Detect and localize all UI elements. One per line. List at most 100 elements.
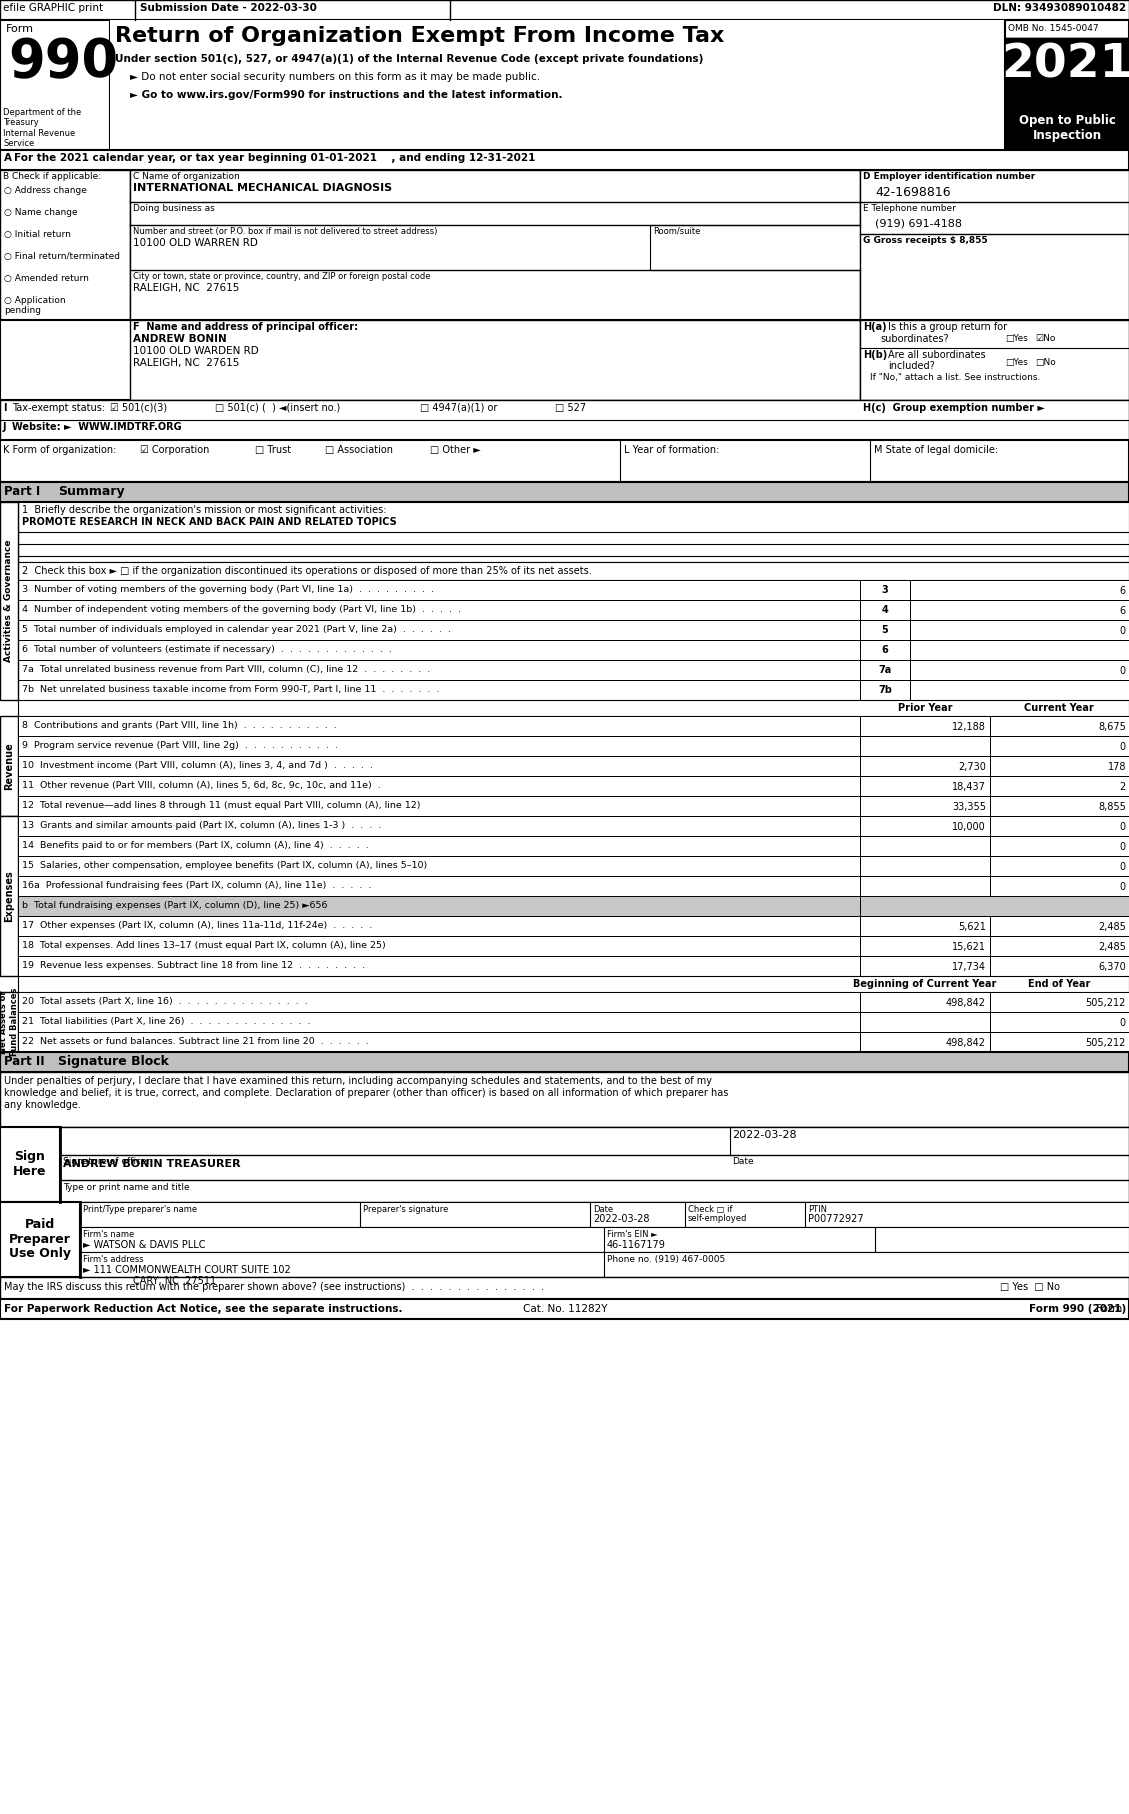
Text: 5: 5: [882, 626, 889, 635]
Text: 12,188: 12,188: [952, 722, 986, 733]
Text: Number and street (or P.O. box if mail is not delivered to street address): Number and street (or P.O. box if mail i…: [133, 227, 437, 236]
Text: □No: □No: [1035, 357, 1056, 366]
Text: 0: 0: [1120, 882, 1126, 892]
Bar: [990, 916, 1129, 936]
Text: ☑ Corporation: ☑ Corporation: [140, 444, 209, 455]
Text: Room/suite: Room/suite: [653, 227, 700, 236]
Bar: [990, 1032, 1129, 1052]
Text: RALEIGH, NC  27615: RALEIGH, NC 27615: [133, 357, 239, 368]
Text: 2: 2: [1120, 782, 1126, 793]
Bar: [0, 483, 1129, 502]
Bar: [18, 1012, 1129, 1032]
Text: 14  Benefits paid to or for members (Part IX, column (A), line 4)  .  .  .  .  .: 14 Benefits paid to or for members (Part…: [21, 842, 369, 851]
Bar: [910, 580, 1129, 600]
Text: 0: 0: [1120, 666, 1126, 677]
Bar: [0, 1299, 1129, 1319]
Text: 2021: 2021: [1001, 42, 1129, 87]
Text: ANDREW BONIN: ANDREW BONIN: [133, 334, 227, 345]
Text: Is this a group return for: Is this a group return for: [889, 323, 1007, 332]
Bar: [990, 736, 1129, 756]
Text: H(b): H(b): [863, 350, 887, 359]
Text: 5,621: 5,621: [959, 922, 986, 932]
Bar: [990, 816, 1129, 836]
Bar: [110, 20, 1005, 151]
Bar: [18, 580, 1129, 600]
Text: 6: 6: [882, 646, 889, 655]
Bar: [990, 717, 1129, 736]
Text: 17,734: 17,734: [952, 961, 986, 972]
Bar: [860, 736, 990, 756]
Text: 4  Number of independent voting members of the governing body (Part VI, line 1b): 4 Number of independent voting members o…: [21, 606, 461, 613]
Text: Type or print name and title: Type or print name and title: [63, 1183, 190, 1192]
Bar: [1005, 20, 1129, 151]
Text: 8,675: 8,675: [1099, 722, 1126, 733]
Text: Activities & Governance: Activities & Governance: [5, 541, 14, 662]
Bar: [18, 956, 1129, 976]
Text: H(a): H(a): [863, 323, 886, 332]
Text: PTIN: PTIN: [808, 1204, 828, 1214]
Bar: [910, 680, 1129, 700]
Text: 0: 0: [1120, 842, 1126, 853]
Bar: [18, 876, 1129, 896]
Text: 505,212: 505,212: [1086, 1038, 1126, 1048]
Bar: [860, 956, 990, 976]
Text: P00772927: P00772927: [808, 1214, 864, 1224]
Bar: [860, 992, 990, 1012]
Text: B Check if applicable:: B Check if applicable:: [3, 172, 102, 181]
Bar: [990, 836, 1129, 856]
Bar: [860, 1032, 990, 1052]
Bar: [0, 816, 18, 976]
Text: Under section 501(c), 527, or 4947(a)(1) of the Internal Revenue Code (except pr: Under section 501(c), 527, or 4947(a)(1)…: [115, 54, 703, 63]
Text: Net Assets or
Fund Balances: Net Assets or Fund Balances: [0, 989, 19, 1056]
Text: Signature Block: Signature Block: [58, 1056, 169, 1068]
Text: Firm's address: Firm's address: [84, 1255, 143, 1264]
Bar: [860, 816, 990, 836]
Bar: [0, 992, 18, 1052]
Text: 12  Total revenue—add lines 8 through 11 (must equal Part VIII, column (A), line: 12 Total revenue—add lines 8 through 11 …: [21, 802, 420, 811]
Text: b  Total fundraising expenses (Part IX, column (D), line 25) ►656: b Total fundraising expenses (Part IX, c…: [21, 902, 327, 911]
Bar: [990, 876, 1129, 896]
Text: 10  Investment income (Part VIII, column (A), lines 3, 4, and 7d )  .  .  .  .  : 10 Investment income (Part VIII, column …: [21, 762, 373, 769]
Text: 7a: 7a: [878, 666, 892, 675]
Bar: [18, 756, 1129, 776]
Bar: [1005, 38, 1129, 105]
Bar: [860, 680, 910, 700]
Text: 33,355: 33,355: [952, 802, 986, 813]
Text: Preparer's signature: Preparer's signature: [364, 1204, 448, 1214]
Text: 3  Number of voting members of the governing body (Part VI, line 1a)  .  .  .  .: 3 Number of voting members of the govern…: [21, 584, 434, 593]
Bar: [18, 936, 1129, 956]
Bar: [18, 836, 1129, 856]
Text: Cat. No. 11282Y: Cat. No. 11282Y: [523, 1304, 607, 1313]
Text: Summary: Summary: [58, 484, 124, 499]
Bar: [18, 992, 1129, 1012]
Text: 6,370: 6,370: [1099, 961, 1126, 972]
Text: 16a  Professional fundraising fees (Part IX, column (A), line 11e)  .  .  .  .  : 16a Professional fundraising fees (Part …: [21, 882, 371, 891]
Bar: [18, 717, 1129, 736]
Bar: [80, 1203, 1129, 1226]
Text: 0: 0: [1120, 862, 1126, 873]
Bar: [18, 896, 1129, 916]
Bar: [860, 916, 990, 936]
Bar: [990, 936, 1129, 956]
Text: J: J: [3, 423, 7, 432]
Text: 0: 0: [1120, 626, 1126, 637]
Bar: [990, 756, 1129, 776]
Text: Firm's name: Firm's name: [84, 1230, 134, 1239]
Text: 990: 990: [8, 36, 119, 89]
Bar: [990, 856, 1129, 876]
Text: □Yes: □Yes: [1005, 357, 1027, 366]
Text: □ Trust: □ Trust: [255, 444, 291, 455]
Text: 2  Check this box ► □ if the organization discontinued its operations or dispose: 2 Check this box ► □ if the organization…: [21, 566, 592, 577]
Text: ► Do not enter social security numbers on this form as it may be made public.: ► Do not enter social security numbers o…: [130, 73, 540, 82]
Bar: [860, 580, 910, 600]
Text: 0: 0: [1120, 742, 1126, 753]
Text: Firm's EIN ►: Firm's EIN ►: [607, 1230, 657, 1239]
Text: 6: 6: [1120, 586, 1126, 597]
Bar: [18, 816, 1129, 836]
Text: 0: 0: [1120, 822, 1126, 833]
Text: ○ Name change: ○ Name change: [5, 209, 78, 218]
Text: CARY, NC  27511: CARY, NC 27511: [133, 1275, 216, 1286]
Bar: [18, 502, 1129, 562]
Bar: [910, 640, 1129, 660]
Text: 21  Total liabilities (Part X, line 26)  .  .  .  .  .  .  .  .  .  .  .  .  .  : 21 Total liabilities (Part X, line 26) .…: [21, 1018, 310, 1027]
